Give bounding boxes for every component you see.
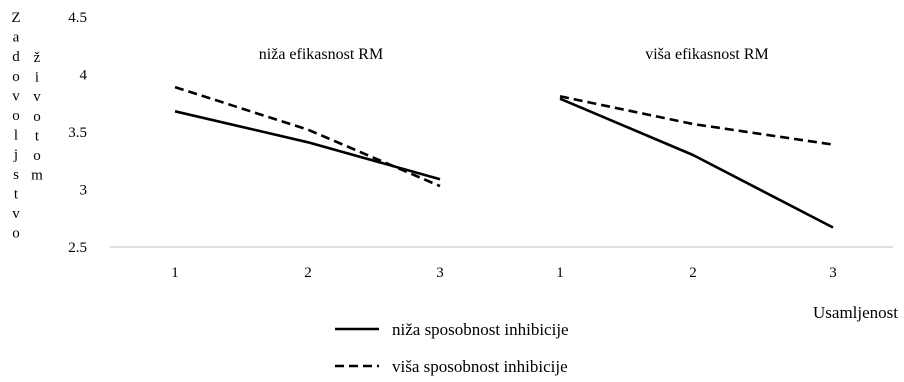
y-axis-label-char: i [35,70,39,86]
y-axis-label-char: Z [11,10,20,26]
y-axis-label-char: ž [34,50,41,66]
series-line-dashed [174,85,441,188]
y-tick-label: 4.5 [68,10,87,26]
series-line-solid [174,110,441,181]
y-tick-label: 3 [80,183,88,199]
y-axis-label-char: m [31,168,43,184]
x-tick-label: 1 [171,265,179,281]
legend-label: viša sposobnost inhibicije [392,357,568,376]
x-axis-label: Usamljenost [813,303,898,322]
x-tick-label: 3 [436,265,444,281]
legend-label: niža sposobnost inhibicije [392,320,569,339]
x-tick-label: 2 [304,265,312,281]
y-axis-label-char: v [12,88,20,104]
series-line-solid [559,97,834,229]
x-tick-label: 3 [829,265,837,281]
y-axis-label-char: o [33,148,41,164]
y-axis-label-char: l [14,128,18,144]
legend: niža sposobnost inhibicije viša sposobnos… [335,320,569,376]
panel-title: niža efikasnost RM [259,46,383,63]
x-tick-label: 1 [556,265,564,281]
y-tick-label: 3.5 [68,125,87,141]
chart-panels: niža efikasnost RM 1 2 3 viša efikasnost RM 1… [171,46,837,281]
y-tick-label: 2.5 [68,240,87,256]
y-axis-label-char: t [35,128,40,144]
y-axis-label-char: s [13,167,19,183]
series-line-dashed [559,95,834,146]
y-axis-label-char: j [13,147,18,163]
y-axis-label-char: t [14,186,19,202]
panel-2: viša efikasnost RM 1 2 3 [556,46,837,281]
y-axis-label-char: o [12,108,20,124]
panel-1: niža efikasnost RM 1 2 3 [171,46,444,281]
y-axis-ticks: 4.5 4 3.5 3 2.5 [68,10,87,256]
y-axis-label-char: d [12,49,20,65]
y-axis-label-char: o [33,109,41,125]
y-axis-label-char: v [33,89,41,105]
panel-title: viša efikasnost RM [645,46,769,63]
y-axis-label-char: o [12,69,20,85]
y-axis-label-char: v [12,206,20,222]
y-axis-label-char: a [13,30,20,46]
x-tick-label: 2 [689,265,697,281]
y-tick-label: 4 [80,68,88,84]
y-axis-label-char: o [12,226,20,242]
